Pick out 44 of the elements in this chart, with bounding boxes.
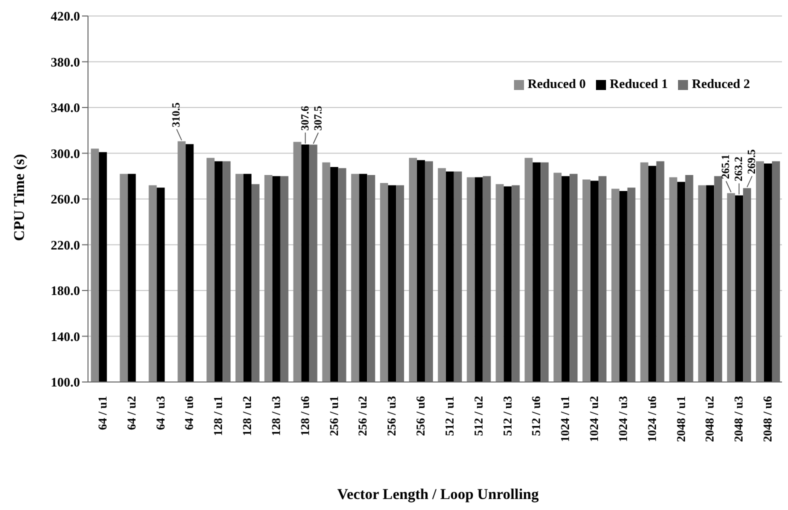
x-tick-label: 128 / u6 — [298, 396, 312, 436]
y-tick-label: 220.0 — [50, 237, 80, 252]
y-tick-label: 100.0 — [50, 374, 80, 390]
x-tick-label: 512 / u6 — [529, 396, 544, 436]
legend-label: Reduced 0 — [528, 76, 586, 91]
legend-label: Reduced 1 — [610, 76, 668, 91]
y-tick-label: 260.0 — [50, 192, 80, 207]
x-tick-label: 64 / u3 — [153, 396, 168, 430]
x-axis-title: Vector Length / Loop Unrolling — [336, 487, 540, 504]
x-tick-label: 256 / u1 — [326, 396, 341, 436]
x-tick-label: 128 / u2 — [240, 396, 254, 436]
x-tick-label: 2048 / u3 — [732, 396, 746, 442]
x-tick-label: 1024 / u6 — [644, 396, 659, 442]
y-tick-label: 340.0 — [50, 100, 80, 116]
x-tick-label: 128 / u1 — [211, 396, 226, 436]
x-tick-label: 512 / u2 — [471, 396, 486, 436]
legend-label: Reduced 2 — [692, 76, 750, 91]
x-tick-label: 64 / u1 — [95, 396, 110, 430]
x-tick-label: 64 / u6 — [182, 396, 196, 430]
x-tick-label: 1024 / u2 — [587, 396, 602, 442]
y-tick-label: 380.0 — [50, 54, 80, 70]
x-tick-label: 512 / u3 — [500, 396, 514, 436]
data-label: 265.1 — [720, 154, 732, 180]
data-label: 307.5 — [312, 105, 324, 131]
data-label: 263.2 — [733, 156, 746, 182]
data-label: 307.6 — [299, 105, 312, 131]
x-tick-label: 2048 / u2 — [702, 396, 717, 442]
y-tick-label: 140.0 — [50, 328, 80, 344]
x-tick-label: 2048 / u1 — [674, 396, 688, 442]
y-axis-title: CPU Time (s) — [12, 154, 28, 240]
x-tick-label: 128 / u3 — [268, 396, 283, 436]
x-tick-label: 1024 / u1 — [558, 396, 572, 442]
x-tick-label: 256 / u3 — [384, 396, 399, 436]
y-tick-label: 180.0 — [50, 283, 80, 298]
y-tick-label: 300.0 — [50, 146, 80, 161]
data-label: 269.5 — [746, 148, 758, 174]
y-tick-label: 420.0 — [50, 8, 80, 24]
x-tick-label: 2048 / u6 — [760, 396, 775, 442]
x-tick-label: 256 / u2 — [356, 396, 370, 436]
x-tick-label: 1024 / u3 — [616, 396, 630, 442]
data-label: 310.5 — [170, 102, 183, 128]
x-tick-label: 64 / u2 — [124, 396, 138, 430]
x-tick-label: 256 / u6 — [414, 396, 428, 436]
x-tick-label: 512 / u1 — [442, 396, 456, 436]
